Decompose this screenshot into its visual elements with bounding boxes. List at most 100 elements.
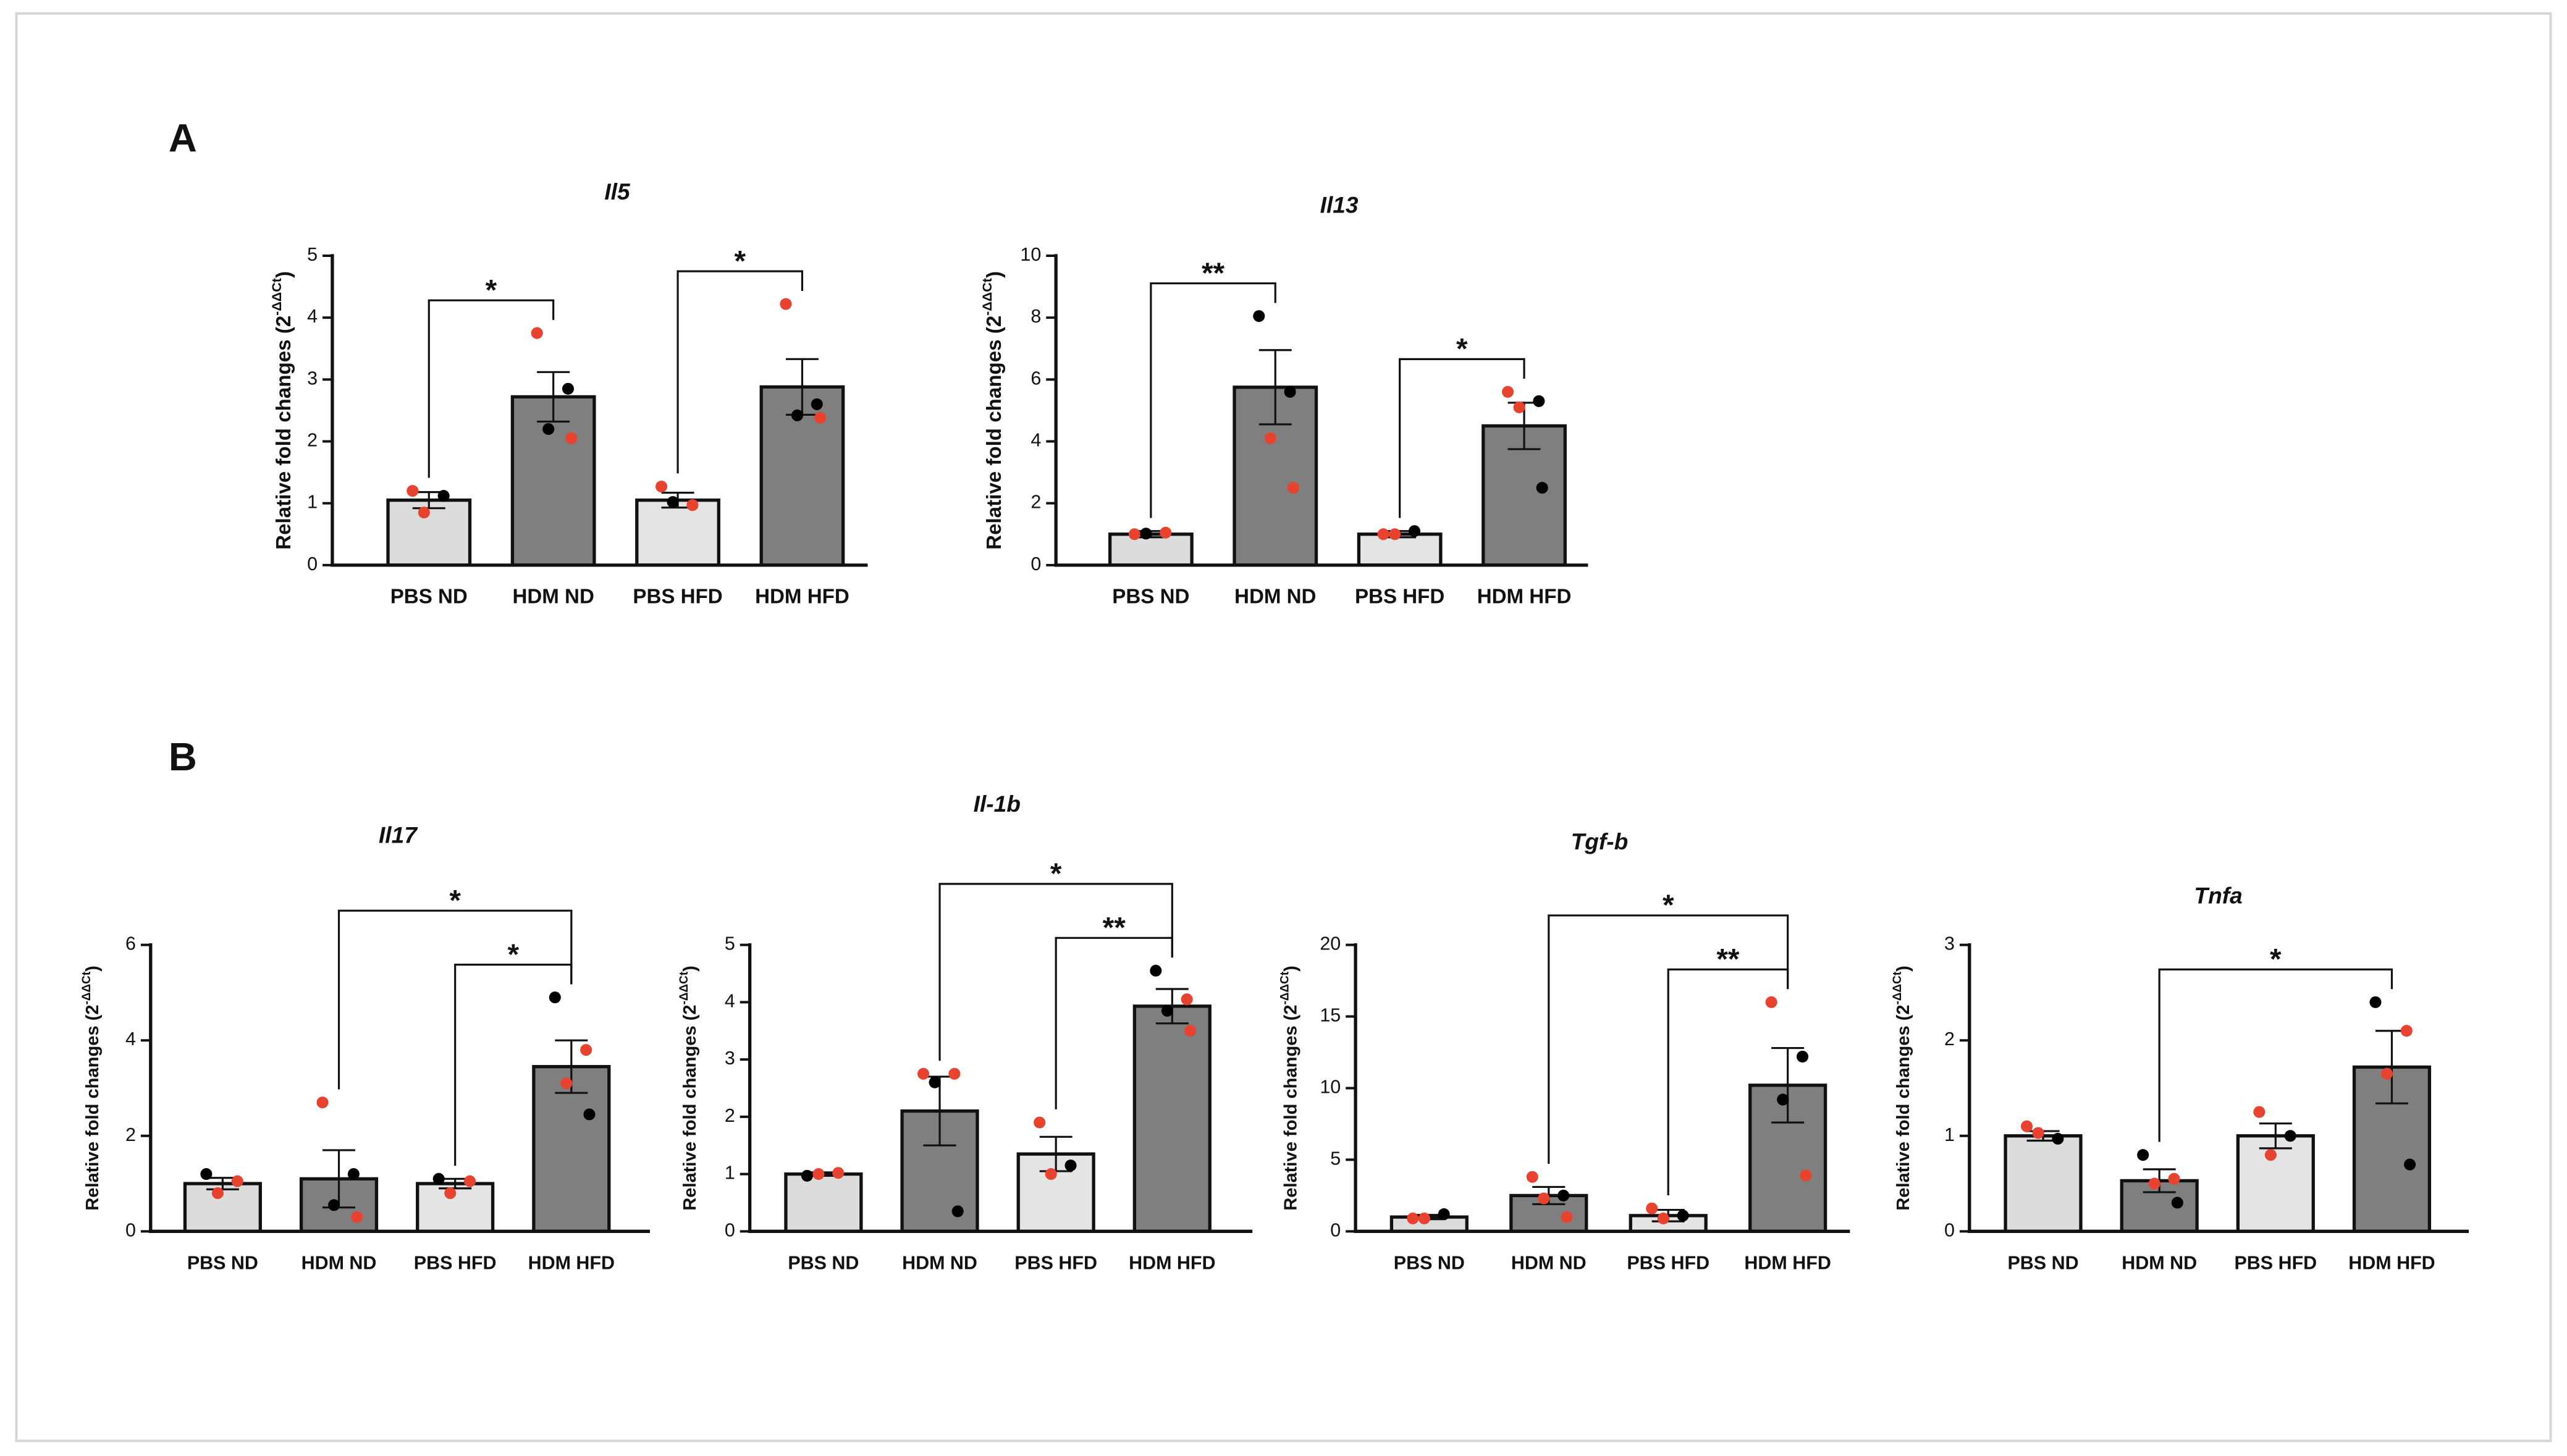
significance-bracket [428, 299, 555, 478]
x-tick-label: PBS ND [2007, 1252, 2078, 1273]
y-axis-label: Relative fold changes (2-ΔΔCt) [269, 271, 295, 550]
x-tick-label: HDM HFD [1129, 1252, 1215, 1273]
bar [1108, 532, 1194, 567]
significance-bracket [1150, 282, 1276, 518]
data-point [948, 1067, 961, 1080]
data-point [1389, 528, 1401, 541]
significance-label: * [507, 938, 519, 971]
data-point [686, 499, 699, 511]
y-tick-label: 5 [725, 933, 735, 954]
data-point [2284, 1130, 2296, 1142]
data-point [1287, 482, 1299, 494]
y-axis-label-part: ) [83, 966, 103, 972]
data-point [1045, 1168, 1057, 1180]
y-tick-label: 3 [1944, 933, 1955, 954]
data-point [549, 991, 561, 1004]
data-point [211, 1187, 224, 1200]
data-point [1765, 996, 1777, 1008]
chart-title: Tgf-b [1571, 828, 1629, 854]
data-point [328, 1199, 340, 1211]
data-point [801, 1169, 813, 1182]
y-axis-label-part: ) [1281, 966, 1300, 972]
y-tick-label: 3 [725, 1048, 735, 1069]
chart-title: Tnfa [2194, 883, 2242, 909]
data-point [200, 1168, 213, 1180]
bar [2236, 1134, 2315, 1233]
bar [1629, 1214, 1708, 1233]
data-point [1284, 385, 1296, 398]
data-point [1160, 526, 1172, 539]
data-point [347, 1168, 360, 1180]
significance-bracket [1667, 968, 1789, 1196]
data-point [791, 409, 804, 421]
data-point [655, 481, 668, 493]
data-point [1064, 1159, 1077, 1172]
data-point [565, 432, 578, 445]
data-point [1538, 1192, 1550, 1205]
y-axis-label-part: Relative fold changes (2 [1894, 1004, 1913, 1210]
panel-label: A [169, 116, 197, 160]
y-tick-label: 0 [1330, 1219, 1341, 1240]
y-axis-label-part: -ΔΔCt [678, 971, 691, 1004]
chart-title: Il-1b [974, 791, 1021, 817]
data-point [2052, 1132, 2064, 1145]
data-point [1408, 525, 1421, 537]
data-point [1253, 310, 1265, 322]
data-point [1526, 1171, 1538, 1183]
data-point [814, 411, 827, 424]
y-axis-label: Relative fold changes (2-ΔΔCt) [678, 966, 700, 1211]
y-axis-label-part: ) [983, 271, 1006, 278]
x-tick-label: HDM ND [1511, 1252, 1587, 1273]
data-point [2021, 1120, 2033, 1132]
data-point [542, 423, 555, 436]
significance-label: ** [1716, 943, 1740, 976]
data-point [2400, 1025, 2413, 1037]
x-tick-label: PBS ND [1112, 586, 1189, 608]
data-point [1677, 1210, 1689, 1222]
x-tick-label: PBS HFD [1627, 1252, 1709, 1273]
data-point [2253, 1106, 2266, 1118]
data-point [917, 1067, 930, 1080]
bar [2004, 1134, 2083, 1233]
bar [510, 395, 596, 567]
y-tick-label: 10 [1320, 1077, 1341, 1098]
y-axis-label-part: Relative fold changes (2 [983, 316, 1006, 550]
y-tick-label: 0 [1944, 1219, 1955, 1240]
y-axis-label-part: -ΔΔCt [269, 278, 284, 316]
data-point [1184, 1025, 1196, 1037]
y-axis-label-part: ) [272, 271, 295, 278]
data-point [1418, 1212, 1430, 1225]
significance-bracket [454, 964, 573, 1166]
data-point [1181, 993, 1193, 1006]
data-point [1377, 528, 1389, 541]
y-tick-label: 6 [1031, 368, 1041, 389]
data-point [1438, 1208, 1450, 1221]
data-point [1407, 1212, 1419, 1225]
significance-label: ** [1202, 257, 1225, 290]
data-point [560, 1077, 573, 1090]
data-point [580, 1044, 592, 1056]
y-tick-label: 4 [307, 306, 318, 327]
significance-bracket [1055, 936, 1173, 1109]
data-point [667, 496, 679, 508]
y-tick-label: 2 [725, 1105, 735, 1126]
y-axis-label: Relative fold changes (2-ΔΔCt) [80, 966, 103, 1211]
data-point [2032, 1127, 2044, 1139]
y-axis-label-part: Relative fold changes (2 [680, 1004, 700, 1210]
y-axis-label-part: -ΔΔCt [1278, 971, 1291, 1004]
data-point [2369, 996, 2382, 1008]
y-tick-label: 0 [307, 553, 318, 574]
bar [1357, 532, 1443, 567]
y-tick-label: 3 [307, 368, 318, 389]
bar [1132, 1004, 1212, 1233]
data-point [2404, 1158, 2416, 1171]
significance-bracket [1548, 914, 1789, 1164]
data-point [432, 1172, 445, 1185]
y-tick-label: 4 [1031, 430, 1041, 451]
data-point [1501, 385, 1514, 398]
y-tick-label: 8 [1031, 306, 1041, 327]
data-point [316, 1096, 329, 1109]
x-tick-label: HDM HFD [755, 586, 849, 608]
